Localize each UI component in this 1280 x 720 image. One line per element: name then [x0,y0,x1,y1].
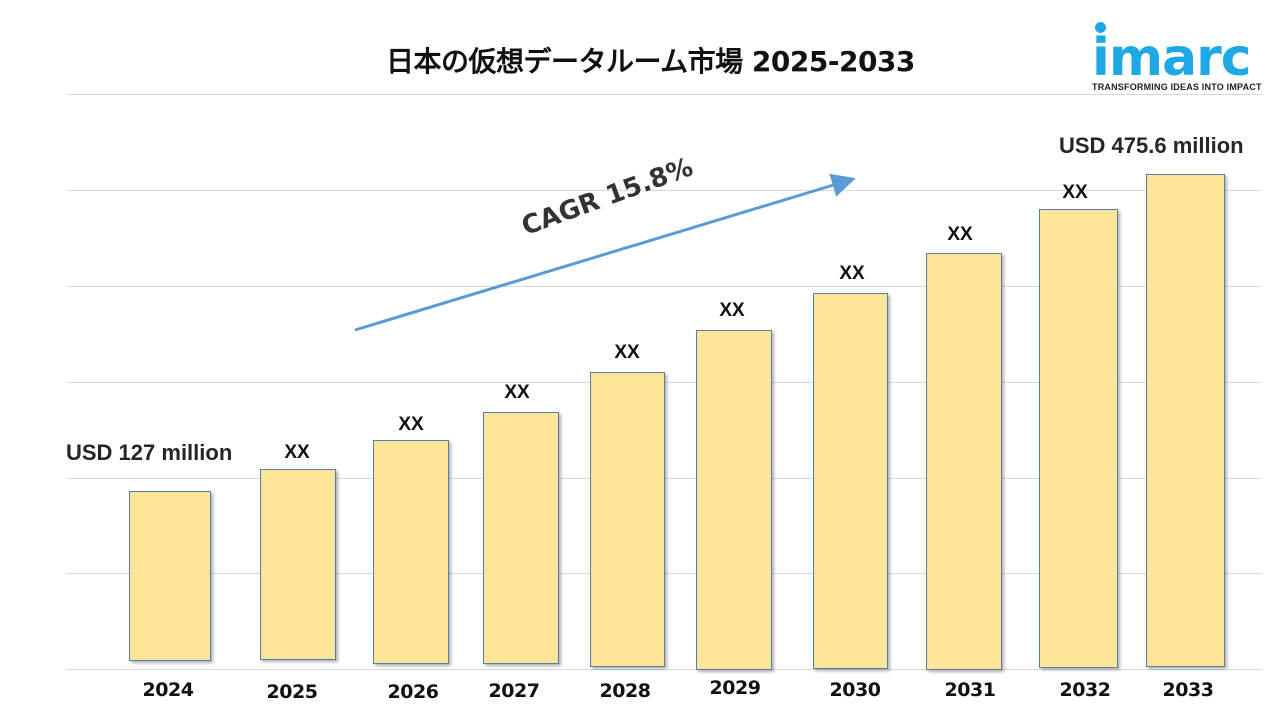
logo-tagline: TRANSFORMING IDEAS INTO IMPACT [1092,82,1262,92]
x-tick-label: 2031 [944,679,996,701]
x-axis-line [66,669,1262,670]
imarc-logo: imarc TRANSFORMING IDEAS INTO IMPACT [1088,18,1268,96]
x-tick-label: 2032 [1059,679,1111,701]
bar-value-label: XX [719,300,745,321]
x-tick-label: 2030 [829,679,881,701]
x-tick-label: 2025 [266,681,318,703]
bar-2033 [1146,174,1225,667]
bar-2025 [260,469,336,660]
end-value-label: USD 475.6 million [1059,133,1244,158]
logo-wordmark: imarc [1092,28,1252,88]
bar-value-label: XX [614,342,640,363]
bar-2030 [813,293,888,669]
gridline [66,190,1262,191]
bar-value-label: XX [398,414,424,435]
gridline [66,286,1262,287]
x-tick-label: 2024 [142,679,194,701]
bar-2032 [1039,209,1118,668]
bar-2024 [129,491,211,661]
bar-value-label: XX [284,442,310,463]
bar-2029 [696,330,772,670]
bar-2026 [373,440,449,664]
bar-value-label: XX [947,224,973,245]
gridline [66,94,1262,95]
bar-2028 [590,372,665,667]
x-tick-label: 2033 [1162,679,1214,701]
start-value-label: USD 127 million [66,440,233,465]
x-tick-label: 2028 [599,680,651,702]
bar-value-label: XX [839,263,865,284]
chart-title: 日本の仮想データルーム市場 2025-2033 [386,45,915,78]
x-tick-label: 2029 [709,677,761,699]
bar-value-label: XX [1062,182,1088,203]
bar-2031 [926,253,1002,670]
x-tick-label: 2027 [488,680,540,702]
logo-dot-icon [1095,22,1106,33]
bar-value-label: XX [504,382,530,403]
bar-2027 [483,412,559,664]
x-tick-label: 2026 [387,681,439,703]
